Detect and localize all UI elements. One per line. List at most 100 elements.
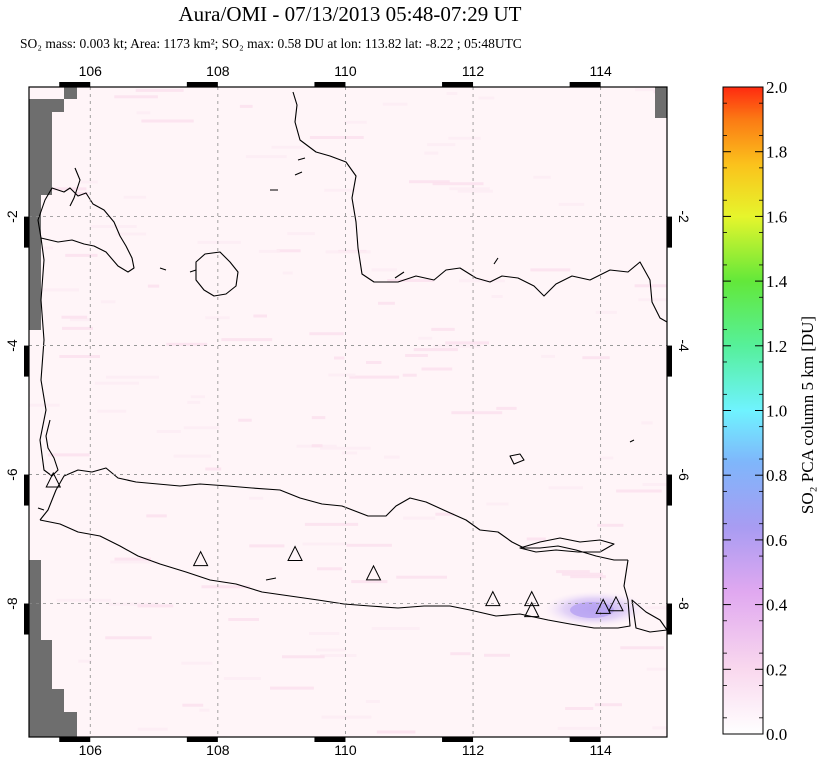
- noise-streak: [115, 232, 147, 236]
- noise-streak: [114, 557, 151, 561]
- noise-streak: [418, 336, 433, 340]
- noise-streak: [652, 726, 667, 730]
- noise-streak: [156, 430, 181, 433]
- noise-streak: [344, 120, 367, 124]
- noise-streak: [249, 544, 285, 548]
- noise-streak: [221, 338, 273, 342]
- noise-streak: [597, 523, 624, 527]
- noise-streak: [147, 284, 160, 288]
- x-tick-bar-bottom: [569, 737, 601, 742]
- noise-streak: [433, 344, 481, 348]
- noise-streak: [382, 102, 408, 106]
- noise-streak: [238, 418, 252, 422]
- borneo-coast: [292, 91, 668, 323]
- bangka-island: [69, 167, 167, 271]
- noise-streak: [282, 271, 293, 275]
- y-tick-bar-right: [667, 216, 672, 248]
- volcano-marker: [595, 598, 612, 614]
- plot-frame: [28, 86, 668, 738]
- x-tick-bar-top: [314, 82, 346, 87]
- colorbar-ticks: 2.0 1.8 1.6 1.4 1.2 1.0 0.8 0.6 0.4 0.2 0.0: [723, 78, 788, 744]
- noise-streak: [56, 598, 112, 602]
- noise-streak: [321, 715, 372, 719]
- noise-streak: [141, 119, 194, 123]
- noise-streak: [78, 659, 92, 663]
- colorbar-tick-label: 0.0: [766, 725, 787, 744]
- noise-streak: [405, 354, 428, 357]
- noise-streak: [110, 560, 159, 564]
- colorbar-tick-label: 0.2: [766, 660, 787, 679]
- colorbar-tick-label: 1.4: [766, 272, 788, 291]
- colorbar-tick-label: 0.4: [766, 596, 788, 615]
- noise-streak: [582, 356, 610, 360]
- noise-streak: [123, 195, 147, 199]
- noise-streak: [317, 567, 343, 571]
- noise-streak: [641, 421, 653, 425]
- noise-streak: [309, 136, 364, 139]
- colorbar-tick-label: 0.8: [766, 466, 787, 485]
- noise-streak: [316, 648, 346, 652]
- noise-streak: [271, 145, 305, 149]
- noise-streak: [136, 111, 151, 115]
- noise-streak: [635, 88, 660, 92]
- noise-streak: [565, 707, 594, 710]
- noise-streak: [424, 151, 439, 155]
- y-tick-label-right: -2: [676, 210, 692, 223]
- noise-streak: [541, 354, 555, 358]
- noise-streak: [371, 627, 420, 630]
- noise-streak: [432, 182, 484, 186]
- madura-island: [519, 537, 615, 553]
- noise-streak: [105, 636, 152, 640]
- x-tick-label-top: 112: [462, 63, 485, 79]
- noise-streak: [253, 314, 267, 318]
- noise-streak: [304, 522, 359, 526]
- noise-streak: [448, 136, 481, 140]
- noise-streak: [334, 356, 345, 360]
- colorbar-tick-label: 2.0: [766, 78, 787, 97]
- noise-streak: [341, 451, 358, 455]
- axes: 106 106 108 108 110 110 112 112 114 114 -2 -2 -4 -4 -6…: [4, 63, 692, 758]
- noise-streak: [328, 373, 356, 377]
- noise-streak: [228, 618, 259, 621]
- noise-streak: [187, 400, 201, 404]
- noise-streak: [223, 677, 261, 680]
- noise-streak: [634, 284, 667, 288]
- so2-background: [29, 87, 667, 737]
- x-tick-bar-top: [442, 82, 474, 87]
- noise-streak: [258, 249, 280, 253]
- y-tick-bar-left: [24, 216, 29, 248]
- noise-streak: [396, 575, 447, 579]
- noise-streak: [29, 403, 60, 407]
- y-tick-label-left: -2: [4, 210, 20, 223]
- noise-streak: [599, 456, 614, 460]
- noise-streak: [74, 192, 89, 195]
- grid-lines: [29, 87, 667, 737]
- noise-streak: [146, 514, 167, 518]
- noise-streak: [459, 279, 505, 283]
- y-tick-label-left: -8: [4, 597, 20, 610]
- noise-streak: [81, 180, 98, 184]
- x-tick-label-bottom: 106: [79, 742, 103, 758]
- small-isles-2: [37, 439, 635, 581]
- noise-streak: [491, 295, 503, 298]
- noise-streak: [445, 341, 489, 345]
- noise-streak: [309, 632, 340, 635]
- volcano-marker: [287, 545, 303, 562]
- y-tick-bar-left: [24, 603, 29, 635]
- noise-streak: [557, 726, 602, 730]
- noise-streak: [413, 348, 458, 352]
- noise-streak: [449, 187, 490, 191]
- y-tick-bar-right: [667, 345, 672, 377]
- noise-streak: [526, 537, 546, 541]
- colorbar-tick-label: 1.2: [766, 337, 787, 356]
- noise-streak: [561, 572, 603, 576]
- volcano-marker: [485, 590, 501, 607]
- noise-streak: [366, 361, 382, 364]
- x-tick-bar-bottom: [314, 737, 346, 742]
- noise-streak: [270, 686, 314, 690]
- colorbar-tick-label: 1.6: [766, 207, 787, 226]
- colorbar: 2.0 1.8 1.6 1.4 1.2 1.0 0.8 0.6 0.4 0.2 0.0 SO₂ PC…: [722, 78, 817, 744]
- noise-streak: [620, 646, 664, 650]
- y-tick-label-left: -6: [4, 468, 20, 481]
- noise-streak: [201, 585, 251, 589]
